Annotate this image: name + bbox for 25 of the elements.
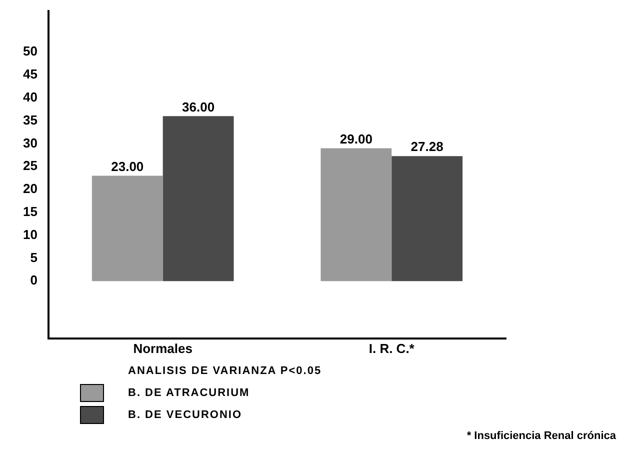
bar xyxy=(392,156,463,282)
y-tick-label: 30 xyxy=(22,135,38,150)
text: 23.00 xyxy=(111,158,144,174)
text: 29.00 xyxy=(340,131,372,146)
legend-label: B. DE ATRACURIUM xyxy=(128,387,250,399)
text: * Insuficiencia Renal crónica xyxy=(466,430,616,442)
y-tick-label: 20 xyxy=(22,181,38,196)
y-tick-label: 40 xyxy=(22,89,38,104)
bar xyxy=(320,148,392,282)
text: 36.00 xyxy=(182,99,215,114)
text: 27.28 xyxy=(410,139,444,154)
text: ANALISIS DE VARIANZA P<0.05 xyxy=(128,365,322,377)
y-tick-label: 10 xyxy=(22,226,38,242)
y-tick-label: 15 xyxy=(22,204,38,219)
x-tick-label: I. R. C.* xyxy=(368,340,416,356)
y-tick-label: 45 xyxy=(22,66,38,82)
legend-label: B. DE VECURONIO xyxy=(128,409,242,421)
y-tick-label: 25 xyxy=(22,158,38,174)
bar xyxy=(162,116,234,282)
x-tick-label: Normales xyxy=(133,340,192,356)
y-tick-label: 50 xyxy=(22,44,38,59)
bar xyxy=(92,176,163,282)
y-tick-label: 0 xyxy=(30,272,38,288)
y-tick-label: 5 xyxy=(30,250,38,265)
y-tick-label: 35 xyxy=(22,112,38,128)
